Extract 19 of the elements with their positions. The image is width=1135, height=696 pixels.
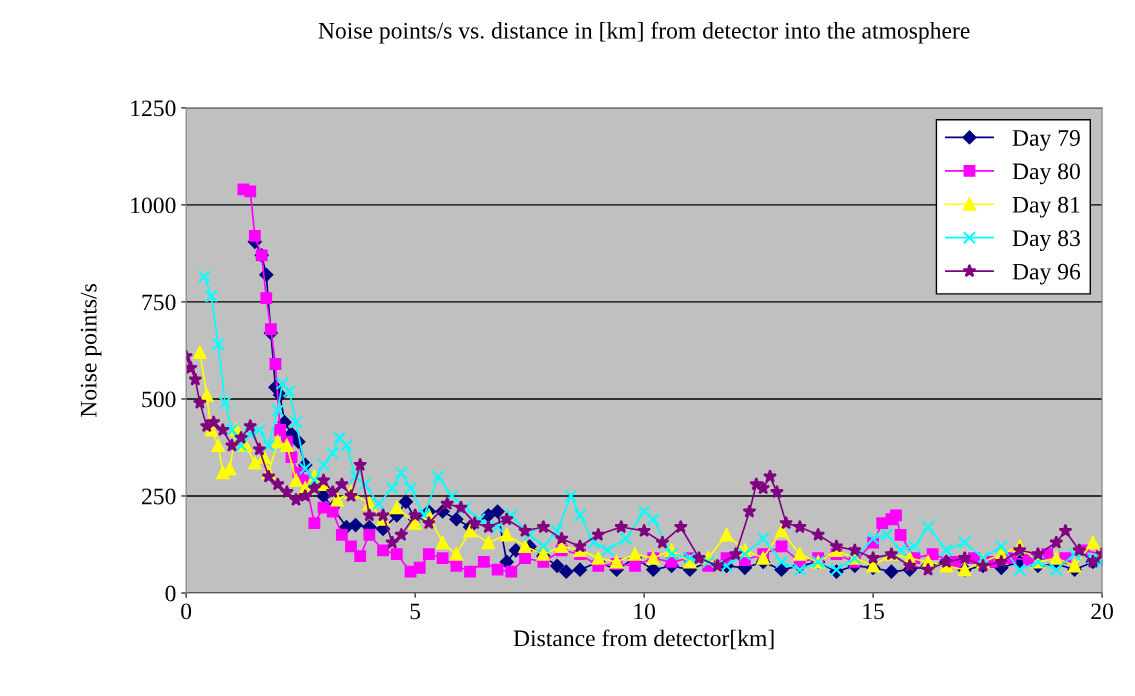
x-tick-label: 5 <box>410 603 421 620</box>
x-tick-label: 15 <box>863 603 884 620</box>
legend-label: Day 83 <box>1012 230 1080 252</box>
x-axis-title: Distance from detector[km] <box>513 629 774 650</box>
y-tick-label: 250 <box>142 488 176 505</box>
legend-label: Day 96 <box>1012 263 1081 285</box>
legend-label: Day 80 <box>1012 163 1080 185</box>
x-tick-label: 20 <box>1091 603 1113 620</box>
y-tick-label: 0 <box>165 585 176 602</box>
y-tick-label: 1000 <box>131 197 176 214</box>
y-tick-label: 750 <box>142 294 176 311</box>
y-tick-label: 1250 <box>131 100 176 117</box>
y-tick-label: 500 <box>142 391 176 408</box>
x-tick-label: 0 <box>181 603 192 620</box>
legend-label: Day 81 <box>1012 196 1080 218</box>
chart-title: Noise points/s vs. distance in [km] from detector into the atmosphere <box>318 21 970 44</box>
x-tick-label: 10 <box>634 603 656 620</box>
y-axis-title: Noise points/s <box>80 284 102 417</box>
legend-label: Day 79 <box>1012 130 1080 151</box>
